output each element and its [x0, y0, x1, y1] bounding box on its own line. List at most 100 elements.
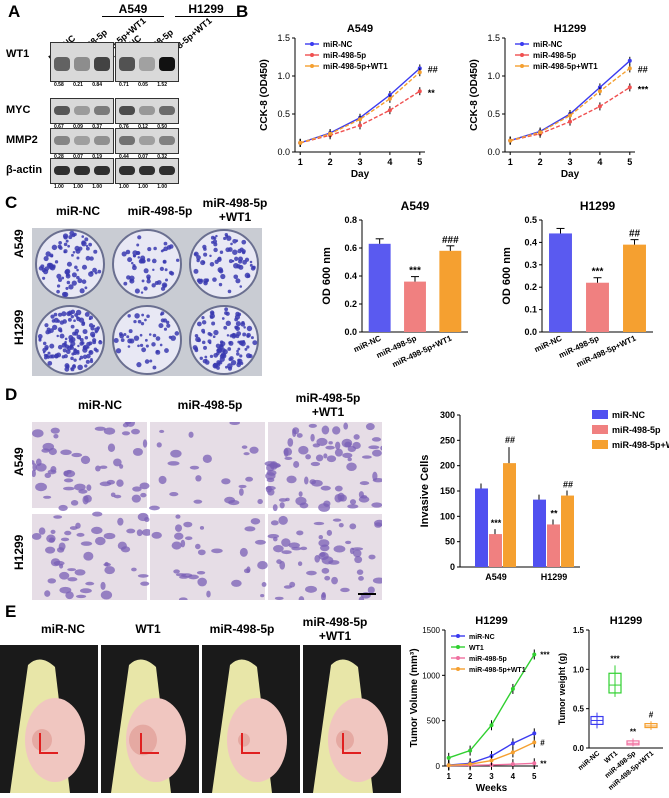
colony [128, 329, 133, 334]
invading-cell [189, 465, 200, 470]
invading-cell [368, 445, 380, 450]
colony [227, 289, 232, 294]
colony [77, 278, 83, 284]
invading-cell [273, 536, 278, 542]
tumor [129, 724, 157, 756]
invading-cell [50, 529, 56, 535]
colony [63, 242, 68, 247]
colony [42, 276, 46, 280]
invading-cell [74, 569, 86, 576]
legend-label: miR-498-5p+WT1 [323, 62, 388, 71]
colony [159, 343, 163, 347]
colony [144, 338, 148, 342]
mice-col-label-4b: +WT1 [318, 629, 352, 643]
legend-marker [520, 42, 524, 46]
colony [241, 249, 246, 254]
colony [126, 275, 131, 280]
data-point [358, 123, 362, 128]
y-tick-label: 0.6 [344, 243, 357, 253]
invading-cell [59, 563, 64, 569]
invading-cell [243, 568, 251, 574]
bar [623, 244, 646, 332]
colony [72, 364, 76, 368]
chart-title: A549 [401, 199, 430, 213]
colony [194, 333, 199, 338]
colony [152, 268, 155, 272]
invading-cell [231, 579, 242, 587]
colony [88, 323, 94, 328]
blot-row-label: MMP2 [6, 134, 38, 146]
colony [70, 367, 73, 370]
legend-swatch [592, 440, 608, 449]
colony [79, 338, 84, 342]
colony [204, 360, 210, 365]
colony [77, 344, 80, 348]
invading-cell [173, 569, 180, 574]
significance-mark: *** [409, 266, 421, 277]
invading-cell [196, 571, 206, 575]
colony [74, 328, 80, 334]
invading-cell [265, 472, 276, 480]
bar [368, 243, 391, 332]
invading-cell [159, 429, 165, 433]
invading-cell [299, 502, 309, 509]
invading-cell [221, 478, 231, 485]
invading-cell [320, 485, 331, 491]
invading-cell [343, 422, 349, 430]
colony [213, 236, 217, 240]
invading-cell [99, 481, 112, 487]
colony [244, 347, 248, 351]
invading-cell [340, 587, 350, 593]
invading-cell [332, 518, 342, 522]
colony [224, 311, 228, 315]
x-tick-label: miR-498-5p+WT1 [391, 333, 454, 369]
colony [146, 279, 151, 284]
colony [228, 259, 233, 264]
colony [223, 236, 227, 241]
blot-quant-values: 0.58 0.21 0.84 [54, 82, 102, 88]
invading-cell [100, 581, 106, 590]
invading-cell [103, 532, 116, 540]
invading-cell [344, 441, 352, 448]
colony [81, 240, 86, 245]
x-tick-label: 1 [298, 157, 303, 167]
colony [92, 338, 97, 343]
colony [151, 283, 156, 288]
colony [56, 352, 62, 358]
colony-col-label-3a: miR-498-5p [202, 196, 268, 210]
colony [133, 319, 137, 324]
invading-cell [374, 522, 382, 528]
colony [74, 265, 78, 270]
significance-mark: ### [442, 235, 459, 246]
invading-cell [371, 502, 382, 508]
invading-cell [326, 529, 333, 536]
group-header-a549: A549 [118, 2, 148, 16]
blot-quant-values: 0.71 0.05 1.52 [119, 82, 167, 88]
invading-cell [78, 489, 88, 494]
colony [143, 286, 148, 291]
invading-cell [283, 447, 293, 456]
data-point [597, 104, 602, 109]
data-point [532, 731, 537, 736]
invading-cell [298, 445, 309, 455]
y-axis-label: Tumor Volume (mm³) [409, 648, 420, 747]
colony [85, 246, 90, 251]
colony [215, 343, 221, 349]
invading-cell [35, 482, 47, 492]
colony [57, 277, 63, 283]
invasion-images [32, 422, 382, 600]
colony [68, 335, 74, 340]
colony [237, 358, 243, 364]
x-tick-label: 3 [357, 157, 362, 167]
invading-cell [229, 422, 240, 426]
colony [68, 284, 74, 290]
colony [62, 319, 67, 324]
colony [81, 322, 86, 326]
invading-cell [171, 541, 182, 550]
colony [225, 320, 231, 326]
colony [235, 321, 241, 327]
y-tick-label: 0.2 [524, 282, 537, 292]
significance-mark: ** [540, 759, 547, 768]
y-tick-label: 1000 [422, 671, 440, 680]
colony [239, 354, 243, 358]
